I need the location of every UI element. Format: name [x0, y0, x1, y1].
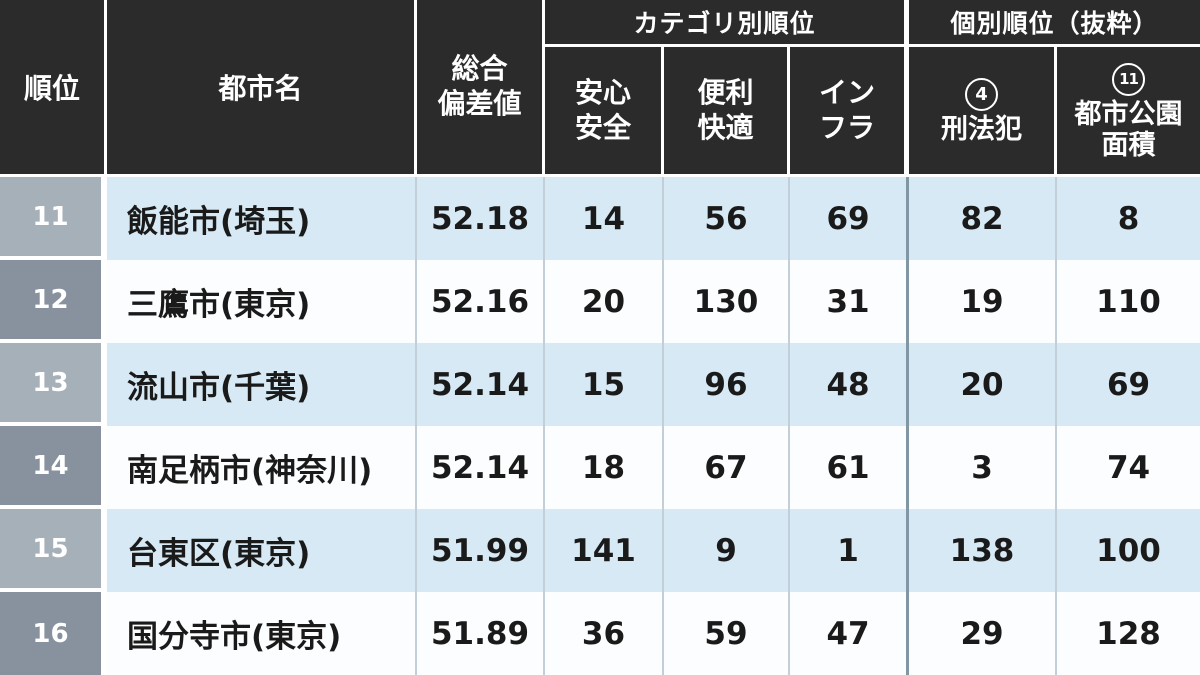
infra-rank-cell: 69 [790, 177, 910, 260]
infra-rank-cell: 61 [790, 426, 910, 509]
header-safety-line1: 安心 [574, 75, 631, 109]
header-crime-label: 4 刑法犯 [909, 76, 1054, 146]
convenience-rank-cell: 9 [664, 509, 790, 592]
park-area-rank-cell: 100 [1057, 509, 1200, 592]
safety-rank-cell: 15 [545, 343, 664, 426]
park-area-rank-cell: 110 [1057, 260, 1200, 343]
park-area-rank-cell: 74 [1057, 426, 1200, 509]
header-deviation-line2: 偏差値 [437, 87, 522, 120]
header-infrastructure-line1: イン [819, 75, 876, 109]
infra-rank-cell: 48 [790, 343, 910, 426]
table-row: 16 国分寺市(東京) 51.89 36 59 47 29 128 [0, 592, 1200, 675]
convenience-rank-cell: 96 [664, 343, 790, 426]
convenience-rank-cell: 130 [664, 260, 790, 343]
header-deviation-label: 総合 偏差値 [417, 52, 542, 121]
park-area-rank-cell: 8 [1057, 177, 1200, 260]
header-infrastructure-line2: フラ [819, 110, 876, 144]
header-safety-line2: 安全 [574, 110, 631, 144]
city-cell: 流山市(千葉) [107, 343, 417, 426]
rank-cell: 14 [0, 426, 107, 509]
park-area-rank-cell: 128 [1057, 592, 1200, 675]
score-cell: 52.16 [417, 260, 545, 343]
convenience-rank-cell: 56 [664, 177, 790, 260]
header-group-individual-ranking: 個別順位（抜粋） [909, 0, 1200, 47]
header-group-category-ranking: カテゴリ別順位 [545, 0, 910, 47]
header-safety-label: 安心 安全 [545, 76, 661, 145]
crime-rank-cell: 82 [909, 177, 1058, 260]
city-cell: 国分寺市(東京) [107, 592, 417, 675]
table-row: 13 流山市(千葉) 52.14 15 96 48 20 69 [0, 343, 1200, 426]
header-group-row: 順位 都市名 総合 偏差値 カテゴリ別順位 個別順位（抜粋） [0, 0, 1200, 177]
header-safety: 安心 安全 [545, 47, 664, 177]
table-header: 順位 都市名 総合 偏差値 カテゴリ別順位 個別順位（抜粋） 安心 [0, 0, 1200, 177]
header-crime-line: 刑法犯 [941, 114, 1023, 146]
header-park-area-line1: 都市公園 [1074, 98, 1183, 130]
convenience-rank-cell: 67 [664, 426, 790, 509]
header-park-area: 11 都市公園 面積 [1057, 47, 1200, 177]
header-park-area-label: 11 都市公園 面積 [1057, 60, 1200, 162]
circled-number-4-icon: 4 [965, 78, 999, 112]
header-convenience: 便利 快適 [664, 47, 790, 177]
header-infrastructure-label: イン フラ [790, 76, 904, 145]
infra-rank-cell: 1 [790, 509, 910, 592]
infra-rank-cell: 31 [790, 260, 910, 343]
header-crime: 4 刑法犯 [909, 47, 1058, 177]
header-sub-row: 安心 安全 便利 快適 イン フラ [0, 47, 1200, 177]
safety-rank-cell: 18 [545, 426, 664, 509]
city-cell: 南足柄市(神奈川) [107, 426, 417, 509]
crime-rank-cell: 20 [909, 343, 1058, 426]
score-cell: 51.89 [417, 592, 545, 675]
header-city-name: 都市名 [107, 0, 417, 177]
header-convenience-label: 便利 快適 [664, 76, 787, 145]
table-row: 15 台東区(東京) 51.99 141 9 1 138 100 [0, 509, 1200, 592]
crime-rank-cell: 3 [909, 426, 1058, 509]
rank-cell: 16 [0, 592, 107, 675]
score-cell: 51.99 [417, 509, 545, 592]
crime-rank-cell: 138 [909, 509, 1058, 592]
safety-rank-cell: 20 [545, 260, 664, 343]
header-rank-label: 順位 [23, 72, 80, 105]
table-row: 14 南足柄市(神奈川) 52.14 18 67 61 3 74 [0, 426, 1200, 509]
city-cell: 三鷹市(東京) [107, 260, 417, 343]
rank-cell: 15 [0, 509, 107, 592]
header-overall-deviation: 総合 偏差値 [417, 0, 545, 177]
header-convenience-line1: 便利 [697, 75, 754, 109]
table-row: 12 三鷹市(東京) 52.16 20 130 31 19 110 [0, 260, 1200, 343]
score-cell: 52.14 [417, 426, 545, 509]
header-infrastructure: イン フラ [790, 47, 910, 177]
safety-rank-cell: 36 [545, 592, 664, 675]
rank-cell: 13 [0, 343, 107, 426]
table-body: 11 飯能市(埼玉) 52.18 14 56 69 82 8 12 三鷹市(東京… [0, 177, 1200, 675]
infra-rank-cell: 47 [790, 592, 910, 675]
table-row: 11 飯能市(埼玉) 52.18 14 56 69 82 8 [0, 177, 1200, 260]
city-cell: 台東区(東京) [107, 509, 417, 592]
header-park-area-line2: 面積 [1101, 130, 1156, 161]
rank-cell: 11 [0, 177, 107, 260]
safety-rank-cell: 14 [545, 177, 664, 260]
crime-rank-cell: 19 [909, 260, 1058, 343]
header-convenience-line2: 快適 [697, 110, 754, 144]
rank-cell: 12 [0, 260, 107, 343]
header-deviation-line1: 総合 [451, 52, 508, 86]
circled-number-11-icon: 11 [1112, 62, 1146, 96]
park-area-rank-cell: 69 [1057, 343, 1200, 426]
crime-rank-cell: 29 [909, 592, 1058, 675]
score-cell: 52.14 [417, 343, 545, 426]
safety-rank-cell: 141 [545, 509, 664, 592]
header-city-label: 都市名 [218, 72, 303, 105]
city-cell: 飯能市(埼玉) [107, 177, 417, 260]
score-cell: 52.18 [417, 177, 545, 260]
header-rank: 順位 [0, 0, 107, 177]
convenience-rank-cell: 59 [664, 592, 790, 675]
